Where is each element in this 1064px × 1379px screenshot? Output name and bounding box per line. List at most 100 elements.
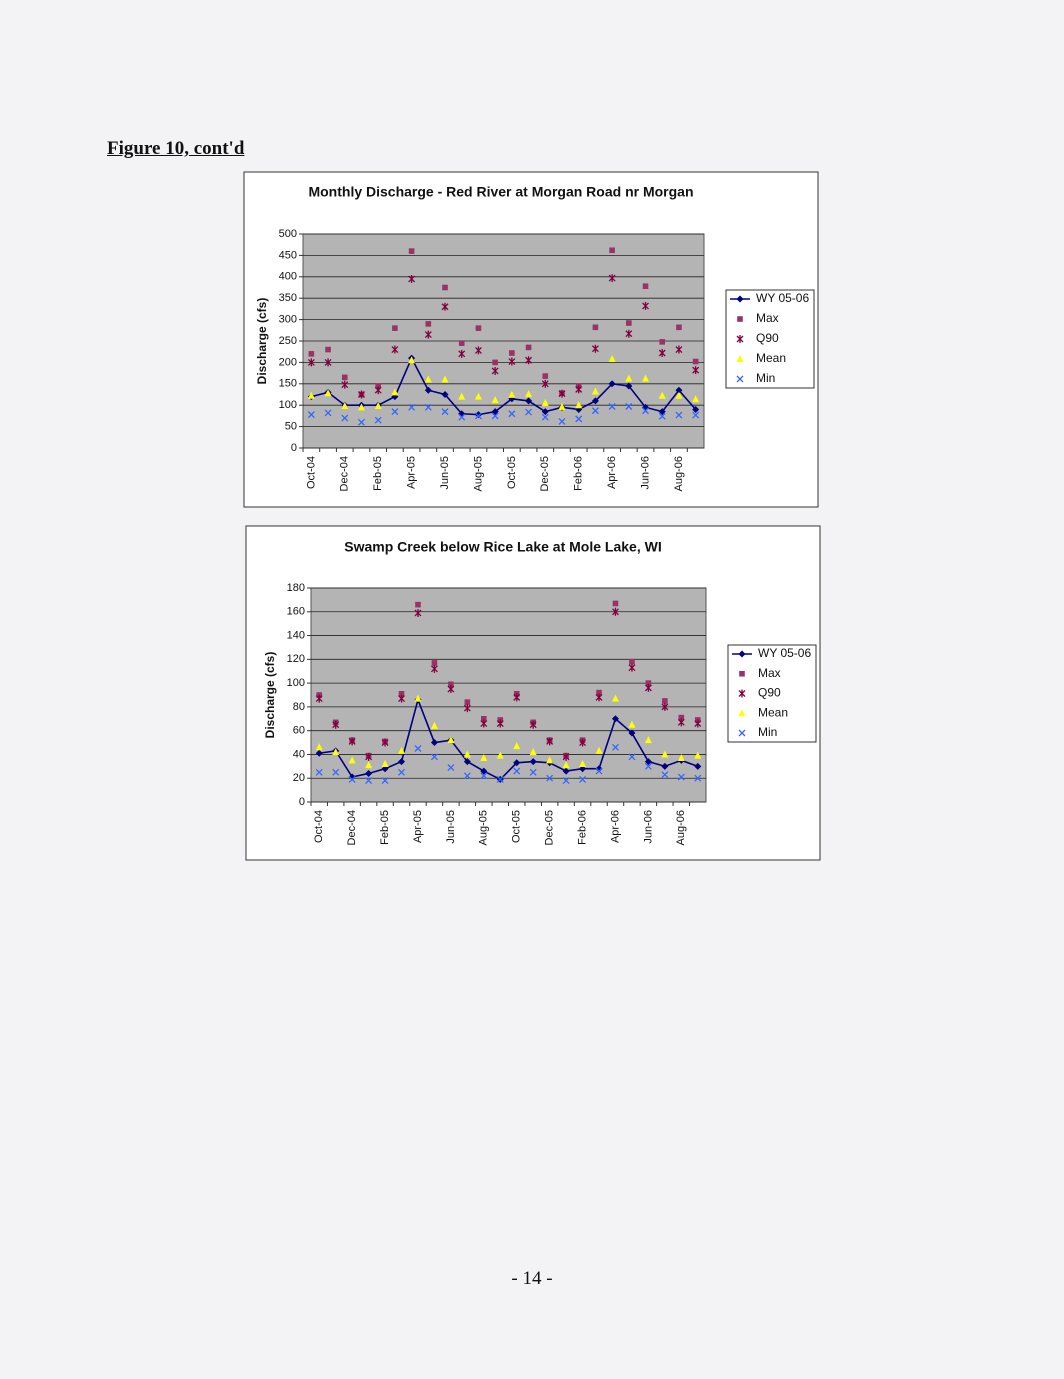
data-point (357, 403, 365, 411)
data-point (424, 375, 432, 383)
data-point (315, 694, 323, 703)
data-point (579, 765, 587, 773)
data-point (608, 274, 616, 283)
data-point (558, 402, 566, 410)
data-point (375, 383, 381, 389)
y-tick-label: 0 (291, 442, 297, 454)
x-tick-label: Dec-05 (544, 810, 556, 845)
data-point (424, 403, 432, 411)
data-point (431, 660, 438, 666)
legend-label: Mean (758, 705, 788, 719)
data-point (694, 719, 702, 728)
data-point (408, 274, 416, 283)
data-point (675, 345, 683, 354)
data-point (430, 739, 438, 747)
data-point (508, 357, 516, 366)
x-tick-label: Apr-05 (412, 810, 424, 843)
data-point (392, 325, 398, 331)
data-point (558, 418, 566, 425)
data-point (458, 349, 466, 358)
chart: Monthly Discharge - Red River at Morgan … (243, 171, 819, 508)
data-point (675, 386, 683, 394)
data-point (365, 752, 373, 761)
y-tick-label: 150 (279, 378, 297, 390)
data-point (365, 777, 373, 785)
data-point (677, 718, 685, 727)
x-tick-label: Jun-06 (642, 810, 654, 844)
data-point (661, 771, 669, 779)
x-tick-label: Apr-05 (406, 456, 418, 489)
data-point (448, 681, 454, 688)
data-point (480, 767, 488, 775)
data-point (365, 761, 373, 769)
data-point (661, 702, 669, 711)
data-point (348, 773, 356, 781)
legend-marker (736, 335, 744, 343)
data-point (677, 773, 685, 781)
data-point (480, 754, 488, 762)
data-point (562, 752, 570, 761)
data-point (332, 720, 340, 729)
data-point (658, 412, 666, 420)
legend-label: Q90 (756, 331, 779, 345)
y-tick-label: 180 (287, 582, 305, 594)
data-point (463, 758, 471, 766)
data-point (558, 389, 566, 398)
x-tick-label: Apr-06 (609, 810, 621, 843)
legend-label: Max (758, 666, 781, 680)
data-point (592, 324, 599, 331)
x-tick-label: Oct-05 (506, 456, 518, 489)
data-point (491, 396, 499, 404)
legend-marker (736, 375, 744, 383)
y-tick-label: 250 (279, 335, 297, 347)
legend-marker (738, 709, 746, 717)
data-point (525, 397, 533, 405)
data-point (474, 412, 482, 420)
data-point (562, 761, 570, 769)
data-point (358, 390, 365, 399)
data-point (692, 358, 699, 365)
data-point (381, 765, 389, 773)
chart-title: Monthly Discharge - Red River at Morgan … (308, 184, 693, 200)
y-tick-label: 500 (279, 228, 297, 240)
data-point (541, 399, 549, 407)
y-tick-label: 400 (279, 271, 297, 283)
data-point (414, 608, 422, 617)
data-point (415, 601, 421, 608)
chart-title: Swamp Creek below Rice Lake at Mole Lake… (344, 539, 661, 555)
data-point (464, 699, 471, 705)
data-point (612, 607, 619, 616)
data-point (644, 736, 652, 744)
data-point (628, 753, 636, 761)
data-point (591, 344, 599, 353)
data-point (348, 775, 356, 783)
data-point (496, 751, 504, 759)
data-point (348, 756, 356, 764)
data-point (612, 743, 619, 751)
series-line (319, 697, 699, 781)
data-point (645, 680, 652, 686)
data-point (579, 759, 587, 767)
x-tick-label: Feb-05 (372, 456, 384, 491)
data-point (529, 768, 537, 776)
data-point (661, 750, 669, 758)
data-point (480, 772, 488, 780)
y-tick-label: 200 (279, 356, 297, 368)
data-point (447, 736, 455, 744)
data-point (430, 664, 438, 673)
data-point (629, 658, 635, 665)
x-tick-label: Dec-04 (346, 810, 358, 845)
data-point (408, 403, 416, 411)
x-tick-label: Oct-04 (313, 810, 325, 843)
x-tick-label: Feb-06 (573, 456, 585, 491)
legend-marker (739, 670, 745, 677)
data-point (458, 340, 465, 346)
data-point (513, 693, 521, 702)
data-point (692, 405, 700, 413)
data-point (611, 694, 619, 702)
data-point (496, 775, 504, 783)
data-point (496, 719, 504, 728)
legend-label: Q90 (758, 686, 781, 700)
data-point (675, 391, 683, 399)
